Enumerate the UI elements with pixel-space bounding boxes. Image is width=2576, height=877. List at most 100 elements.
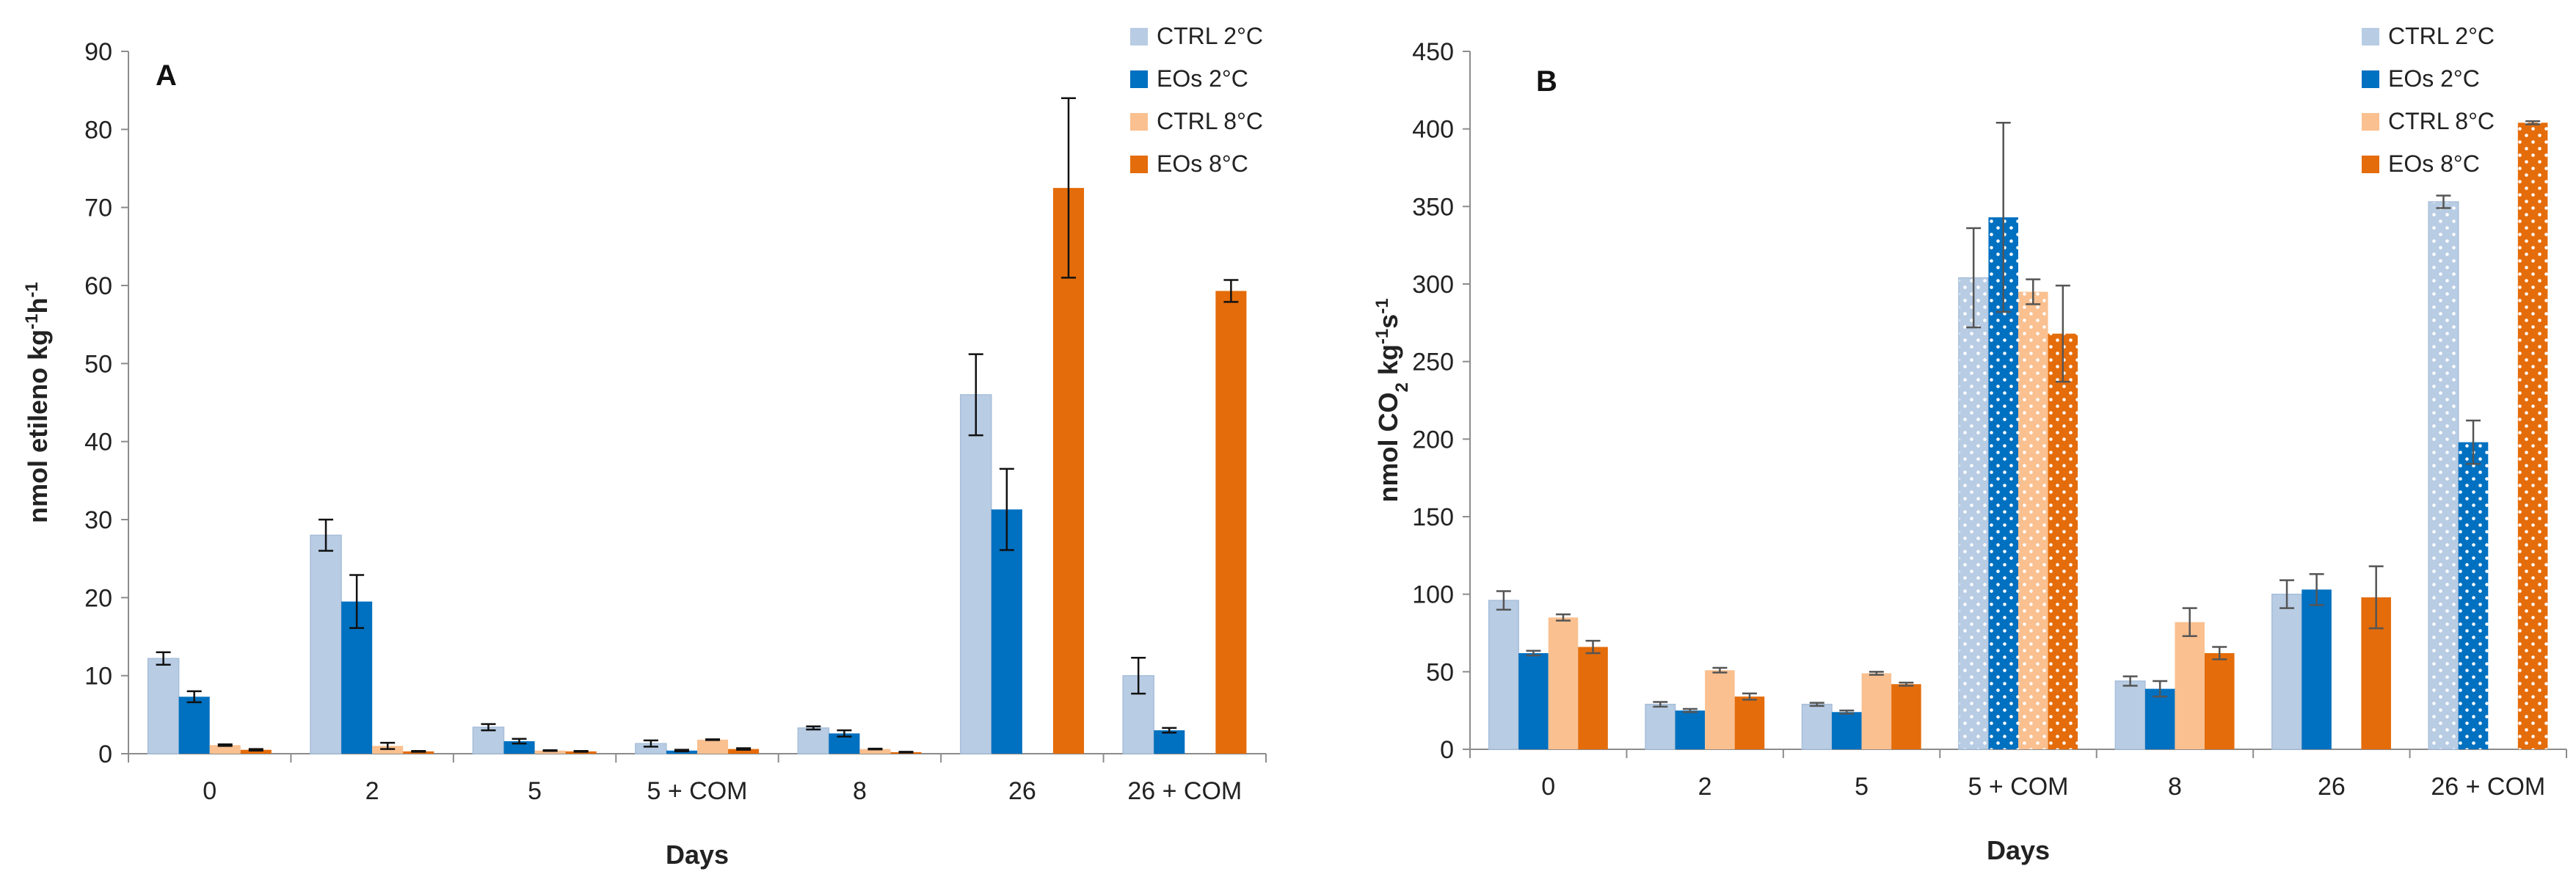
error-bar: [2280, 579, 2295, 609]
error-bar: [1496, 590, 1511, 611]
y-axis-label-part: -1: [22, 282, 42, 297]
legend-entry: EOs 8°C: [1157, 150, 1248, 177]
y-tick-label: 0: [1440, 736, 1454, 764]
error-bar: [380, 741, 396, 750]
legend-entry: EOs 2°C: [2388, 65, 2480, 92]
bar-ctrl-8-c-0: [209, 745, 241, 754]
bar-ctrl-8-c-5-COM: [697, 739, 729, 754]
x-tick-label: 2: [365, 777, 379, 805]
x-axis-label: Days: [1987, 835, 2050, 865]
x-tick-label: 5 + COM: [647, 777, 748, 805]
bar-eos-8-c-0: [240, 749, 272, 754]
error-bar: [1585, 639, 1601, 655]
y-tick-label: 30: [84, 506, 112, 534]
error-bar: [1839, 709, 1855, 715]
y-tick-label: 100: [1412, 581, 1454, 609]
y-tick-label: 250: [1412, 349, 1454, 376]
y-tick-label: 60: [84, 272, 112, 300]
y-tick-label: 80: [84, 116, 112, 144]
x-tick-label: 2: [1698, 773, 1712, 801]
error-bar: [674, 749, 689, 753]
bar-ctrl-8-c-0: [1548, 617, 1579, 749]
bar-ctrl-2-c-26: [2271, 593, 2303, 750]
y-axis-label-part: nmol CO: [1373, 393, 1403, 503]
error-bar: [1223, 279, 1239, 303]
legend-entry: CTRL 2°C: [2388, 23, 2495, 49]
error-bar: [512, 738, 527, 745]
bar-eos-8-c-0: [1578, 647, 1608, 749]
error-bar: [2436, 194, 2451, 209]
error-bar: [2182, 607, 2197, 637]
y-axis-label-part: s: [1373, 314, 1403, 329]
bar-eos-2-c-5: [503, 740, 535, 754]
legend-entry: EOs 2°C: [1157, 65, 1248, 92]
error-bar: [319, 518, 334, 552]
error-bar: [349, 574, 365, 630]
legend-swatch: [2362, 156, 2379, 173]
y-tick-label: 150: [1412, 503, 1454, 531]
chart-panel-b: 0 50 100 150 200 250 300 350 400 450 0 2 5 5 + COM 8 26…: [1372, 23, 2567, 865]
error-bar: [806, 725, 821, 731]
y-tick-label: 0: [98, 740, 112, 768]
x-tick-label: 0: [1541, 773, 1555, 801]
bar-ctrl-8-c-5: [1861, 673, 1892, 749]
bar-eos-2-c-26-COM: [2458, 442, 2489, 749]
error-bar: [1809, 702, 1824, 707]
y-tick-label: 200: [1412, 426, 1454, 454]
error-bar: [1555, 613, 1571, 622]
bar-eos-2-c-0: [1518, 652, 1549, 749]
panel-label: B: [1536, 65, 1557, 98]
error-bar: [2122, 675, 2138, 687]
error-bar: [1060, 97, 1076, 279]
y-axis-label-part: -1: [22, 313, 42, 329]
y-tick-label: 350: [1412, 193, 1454, 221]
error-bar: [999, 467, 1014, 551]
bar-eos-8-c-26-COM: [1215, 291, 1247, 754]
error-bar: [2368, 565, 2384, 630]
bar-eos-2-c-26-COM: [1154, 730, 1185, 754]
bar-ctrl-2-c-0: [147, 658, 180, 754]
y-tick-label: 70: [84, 194, 112, 222]
error-bar: [736, 747, 752, 751]
x-tick-label: 5 + COM: [1968, 773, 2069, 801]
panel-label: A: [156, 59, 177, 92]
bar-eos-2-c-8: [2144, 688, 2175, 749]
error-bar: [1966, 227, 1982, 329]
legend-swatch: [2362, 113, 2379, 131]
error-bar: [1995, 121, 2011, 313]
error-bar: [1131, 656, 1146, 695]
error-bar: [1869, 671, 1884, 676]
error-bar: [1653, 701, 1668, 708]
bar-eos-8-c-5: [1891, 684, 1921, 749]
error-bar: [542, 749, 558, 752]
legend-swatch: [2362, 70, 2379, 88]
bar-ctrl-2-c-8: [797, 727, 830, 754]
bar-ctrl-8-c-5-COM: [2018, 291, 2048, 750]
error-bar: [481, 723, 496, 732]
error-bar: [1526, 649, 1541, 657]
bar-ctrl-2-c-26-COM: [2428, 201, 2459, 750]
y-tick-label: 450: [1412, 38, 1454, 66]
bar-ctrl-2-c-2: [310, 534, 342, 754]
bar-ctrl-2-c-0: [1488, 600, 1519, 750]
legend-swatch: [1130, 156, 1148, 173]
legend: CTRL 2°C EOs 2°C CTRL 8°C EOs 8°C: [1130, 23, 1263, 177]
x-tick-label: 0: [203, 777, 217, 805]
x-tick-label: 26 + COM: [2431, 773, 2545, 801]
error-bar: [1712, 666, 1728, 674]
y-axis-label-part: kg: [1373, 344, 1403, 382]
y-tick-label: 90: [84, 38, 112, 66]
bar-ctrl-2-c-26: [959, 394, 992, 754]
bar-eos-8-c-8: [2204, 652, 2235, 749]
bar-eos-2-c-0: [178, 696, 210, 754]
x-tick-label: 5: [528, 777, 542, 805]
y-tick-label: 20: [84, 584, 112, 612]
y-axis-label: nmol etileno kg-1h-1: [22, 282, 54, 523]
error-bar: [2055, 284, 2070, 383]
y-axis-label-part: -1: [1372, 298, 1392, 313]
error-bar: [705, 738, 721, 741]
legend-entry: CTRL 8°C: [1157, 108, 1263, 134]
bar-ctrl-8-c-8: [859, 749, 891, 754]
bar-eos-2-c-5: [1832, 712, 1862, 749]
x-tick-label: 5: [1855, 773, 1869, 801]
